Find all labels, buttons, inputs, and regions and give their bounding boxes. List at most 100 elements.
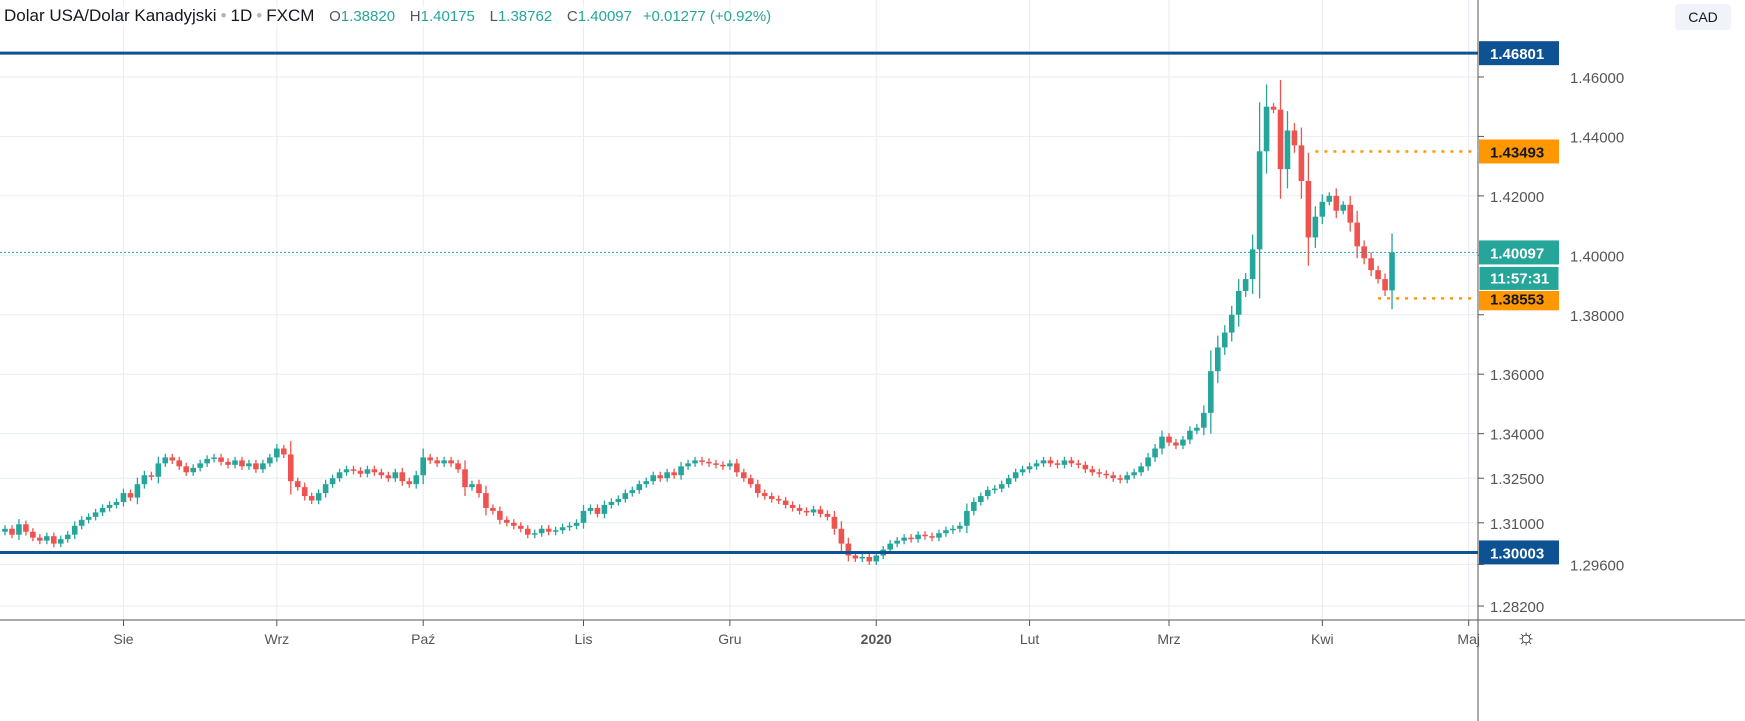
y-tick-label: 1.28200 (1490, 599, 1544, 616)
low-value: 1.38762 (497, 8, 553, 25)
exchange: FXCM (266, 6, 315, 25)
candle-body (1340, 204, 1347, 211)
candle-body (796, 507, 803, 511)
candle-body (281, 448, 287, 455)
price-label: 1.46801 (1490, 46, 1544, 63)
candle-body (1005, 478, 1012, 485)
candle-body (1389, 252, 1395, 291)
candle-body (176, 460, 183, 467)
candle-body (1291, 130, 1298, 146)
candle-body (141, 475, 148, 485)
candle-body (71, 525, 78, 535)
candle-body (92, 512, 99, 517)
candle-body (636, 484, 643, 491)
candle-body (1138, 466, 1144, 473)
candle-body (204, 458, 210, 464)
candle-body (462, 469, 468, 488)
candle-body (232, 460, 238, 465)
candle-body (1089, 469, 1096, 473)
candle-body (1159, 436, 1165, 449)
candle-body (727, 463, 733, 467)
candle-body (782, 500, 789, 505)
candle-body (294, 481, 301, 488)
candle-body (1131, 472, 1137, 476)
candle-body (915, 534, 921, 540)
interval[interactable]: 1D (230, 6, 253, 25)
candle-body (490, 507, 496, 511)
candle-body (1180, 439, 1186, 446)
candle-body (566, 525, 573, 528)
x-tick-label: Mrz (1157, 631, 1180, 647)
price-label-box (1479, 139, 1559, 164)
candle-body (336, 472, 343, 479)
candle-body (1033, 463, 1040, 467)
candle-body (734, 463, 740, 473)
candle-body (1096, 472, 1103, 474)
candle-body (427, 457, 433, 461)
candle-body (775, 499, 782, 501)
candle-body (364, 469, 371, 474)
open-label: O (329, 8, 341, 25)
candle-body (1270, 106, 1277, 110)
price-label: 1.40097 (1490, 245, 1544, 262)
candle-body (1187, 430, 1193, 440)
x-tick-label: Lut (1020, 631, 1040, 647)
candle-body (1312, 216, 1319, 238)
candle-body (538, 528, 545, 534)
candle-body (483, 493, 489, 508)
candle-body (817, 509, 824, 514)
candle-body (1354, 222, 1360, 247)
candle-body (1019, 469, 1026, 473)
currency-button[interactable]: CAD (1675, 4, 1731, 30)
candle-body (929, 536, 935, 538)
y-tick-label: 1.31000 (1490, 516, 1544, 533)
symbol-name[interactable]: Dolar USA/Dolar Kanadyjski (4, 6, 217, 25)
candle-body (218, 457, 224, 462)
candle-body (517, 525, 524, 529)
candle-body (253, 463, 259, 470)
candle-body (1347, 204, 1354, 223)
candle-body (859, 556, 866, 559)
candle-body (873, 555, 880, 562)
candle-body (162, 457, 169, 464)
candle-body (511, 522, 517, 526)
candle-body (831, 516, 838, 529)
candle-body (448, 460, 454, 464)
candle-body (504, 519, 510, 523)
candle-body (622, 493, 629, 500)
candle-body (1382, 279, 1388, 291)
candle-body (9, 528, 15, 535)
candle-body (1319, 201, 1326, 217)
x-tick-label: Wrz (265, 631, 290, 647)
candle-body (274, 448, 280, 458)
candle-body (64, 534, 71, 540)
settings-gear-icon[interactable]: ☼ (1516, 624, 1537, 649)
candle-body (1103, 473, 1110, 476)
price-label-box (1479, 41, 1559, 66)
candle-body (1152, 448, 1158, 458)
low-label: L (489, 8, 498, 25)
legend-header: Dolar USA/Dolar Kanadyjski • 1D • FXCM O1.38… (4, 6, 772, 26)
price-label: 1.30003 (1490, 545, 1544, 562)
candle-body (803, 510, 810, 513)
candle-body (1333, 195, 1340, 211)
candle-body (615, 499, 622, 503)
candle-body (1124, 475, 1130, 480)
candle-body (308, 496, 315, 501)
candle-body (476, 484, 482, 494)
y-tick-label: 1.29600 (1570, 557, 1624, 574)
candle-body (134, 484, 141, 498)
x-tick-label: Maj (1457, 631, 1480, 647)
candle-body (1277, 109, 1284, 170)
candle-body (984, 490, 991, 497)
candle-body (1305, 181, 1312, 238)
candle-body (901, 537, 907, 541)
candle-body (1117, 478, 1123, 480)
high-label: H (409, 8, 421, 25)
candle-body (1201, 412, 1207, 428)
candle-body (1166, 436, 1172, 443)
candle-body (329, 478, 336, 485)
candle-body (1326, 195, 1333, 202)
x-tick-label: Kwi (1311, 631, 1334, 647)
